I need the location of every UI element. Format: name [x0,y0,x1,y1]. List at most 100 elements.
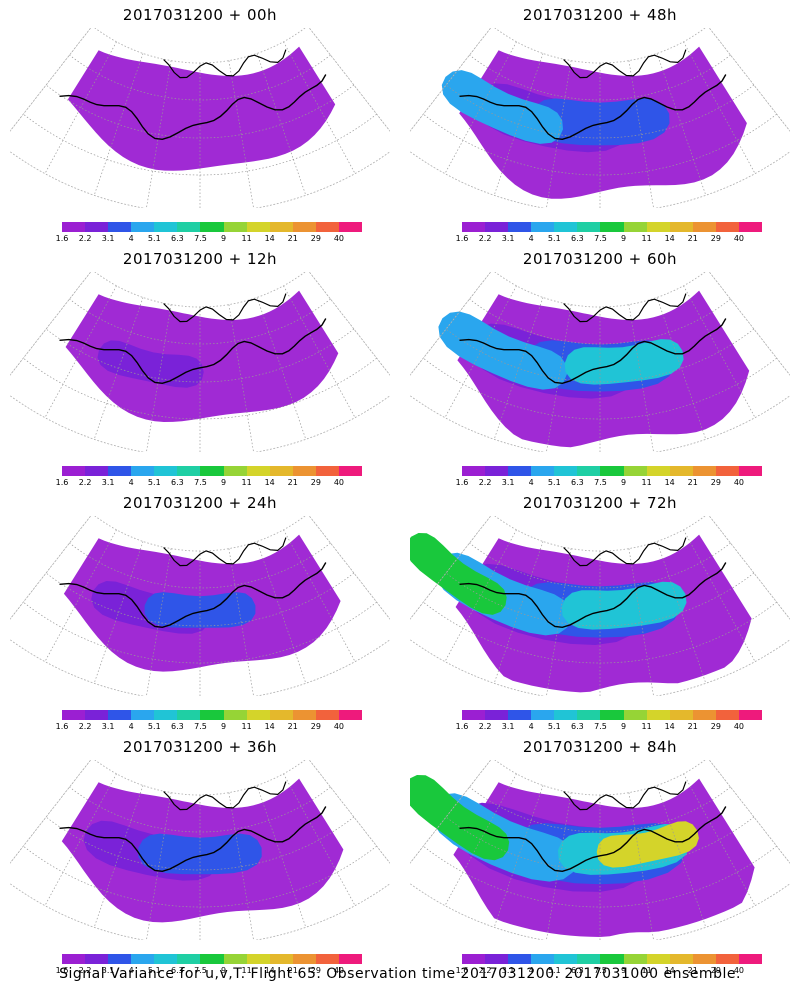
colorbar-labels: 1.6 2.2 3.1 4 5.1 6.3 7.5 9 11 14 21 29 40 [456,722,762,732]
colorbar-swatch [715,222,739,232]
colorbar-tick-label: 9 [620,722,627,731]
variance-field [441,46,747,199]
figure-caption: Signal Variance for u,v,T. Flight 65. Ob… [59,966,741,982]
variance-map [10,760,390,940]
latitude-line [23,845,377,908]
colorbar-swatch [531,954,555,964]
colorbar-tick-label: 2.2 [78,234,92,243]
colorbar-tick-label: 14 [264,478,275,487]
colorbar-swatch [246,466,270,476]
longitude-line [683,41,756,174]
colorbar-swatch [246,954,270,964]
colorbar-tick-label: 21 [687,478,698,487]
colorbar-swatch [692,954,716,964]
colorbar-swatch [292,466,316,476]
colorbar-swatch [131,466,155,476]
colorbar-tick-label: 6.3 [171,966,184,975]
variance-region [138,833,262,875]
colorbar-tick-label: 1.6 [55,966,69,975]
colorbar-swatch [462,222,486,232]
longitude-line [493,541,544,684]
colorbar-swatch [508,466,532,476]
variance-region [97,340,204,388]
latitude-line [10,639,390,696]
variance-field [63,534,341,672]
map-panel-36h: 2017031200 + 36h 1.6 2.2 3.1 4 5.1 6.3 7.5 9 11 1… [0,732,400,975]
colorbar-tick-label: 4 [528,966,534,975]
longitude-line [308,516,390,620]
colorbar-swatch [85,954,109,964]
colorbar [62,954,363,964]
colorbar-tick-label: 7.5 [594,234,607,243]
longitude-line [93,297,144,440]
colorbar-swatch [200,222,224,232]
colorbar-swatch [177,710,201,720]
longitude-line [308,28,390,132]
latitude-line [410,395,790,452]
longitude-line [256,53,307,196]
variance-field [438,290,750,448]
colorbar-tick-label: 2.2 [478,234,492,243]
colorbar-labels: 1.6 2.2 3.1 4 5.1 6.3 7.5 9 11 14 21 29 40 [56,478,362,488]
colorbar-swatch [177,954,201,964]
colorbar-swatch [646,222,670,232]
colorbar-swatch [223,222,247,232]
latitude-line [410,639,790,696]
colorbar-swatch [554,466,578,476]
colorbar-tick-label: 4 [528,478,534,487]
colorbar-swatch [85,222,109,232]
map-boundary [10,28,390,208]
colorbar-tick-label: 1.6 [455,966,469,975]
coastline [59,562,327,629]
colorbar-tick-label: 40 [333,234,345,243]
colorbar-tick-label: 9 [220,478,227,487]
colorbar-labels: 1.6 2.2 3.1 4 5.1 6.3 7.5 9 11 14 21 29 40 [456,478,762,488]
colorbar-swatch [577,954,601,964]
colorbar-swatch [692,222,716,232]
colorbar-swatch [292,222,316,232]
latitude-line [423,845,777,908]
colorbar-tick-label: 1.6 [55,478,69,487]
colorbar [62,222,363,232]
colorbar-tick-label: 1.6 [455,478,469,487]
colorbar-tick-label: 5.1 [547,966,561,975]
colorbar-swatch [738,222,763,232]
colorbar-tick-label: 7.5 [194,722,207,731]
map-boundary [410,760,790,940]
colorbar-labels: 1.6 2.2 3.1 4 5.1 6.3 7.5 9 11 14 21 29 40 [456,234,762,244]
colorbar-tick-label: 1.6 [55,234,69,243]
colorbar [462,466,763,476]
colorbar-swatch [246,222,270,232]
longitude-line [308,272,390,376]
colorbar-tick-label: 11 [241,234,252,243]
colorbar-swatch [315,222,339,232]
longitude-line [656,297,707,440]
colorbar-swatch [200,954,224,964]
colorbar-tick-label: 6.3 [171,478,184,487]
colorbar-tick-label: 11 [641,722,652,731]
longitude-line [44,41,117,174]
coastline [563,781,687,811]
latitude-line [410,883,790,940]
longitude-line [493,53,544,196]
latitude-line [69,54,331,101]
longitude-line [228,60,254,208]
colorbar-tick-label: 29 [710,966,721,975]
map-boundary [10,272,390,452]
colorbar-tick-label: 21 [287,478,298,487]
colorbar-tick-label: 40 [333,966,345,975]
colorbar-tick-label: 3.1 [101,478,115,487]
colorbar-tick-label: 2.2 [78,966,92,975]
colorbar-tick-label: 4 [128,478,134,487]
map-boundary [410,28,790,208]
colorbar-swatch [646,466,670,476]
coastline [459,562,727,629]
colorbar-swatch [531,222,555,232]
latitude-line [10,883,390,940]
colorbar-tick-label: 7.5 [194,966,207,975]
variance-map [10,272,390,452]
colorbar-swatch [154,466,178,476]
variance-region [561,581,687,630]
colorbar-swatch [131,954,155,964]
longitude-line [628,60,654,208]
